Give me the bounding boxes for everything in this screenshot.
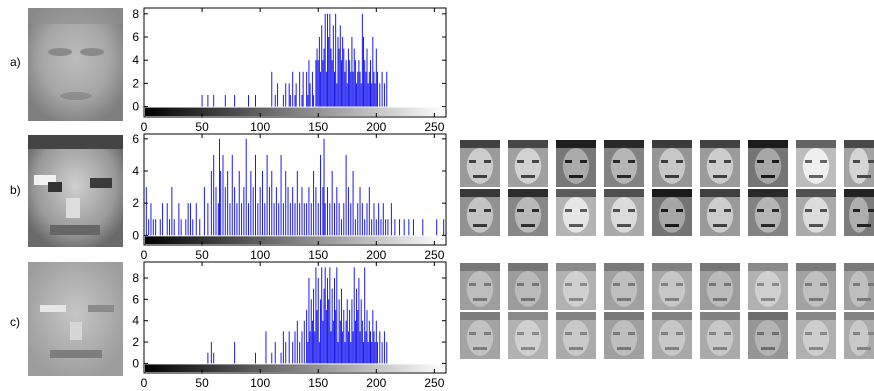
face-thumbnail (508, 140, 548, 187)
y-tick-label: 2 (132, 196, 139, 210)
x-tick-label: 200 (366, 376, 386, 390)
x-tick-label: 250 (424, 376, 444, 390)
y-tick-label: 0 (132, 228, 139, 242)
face-thumbnail (796, 189, 836, 236)
y-tick-label: 8 (132, 7, 139, 21)
face-thumbnail (460, 189, 500, 236)
face-thumbnail (796, 263, 836, 310)
x-tick-label: 200 (366, 120, 386, 134)
x-tick-label: 150 (308, 248, 328, 262)
face-thumbnail (748, 189, 788, 236)
x-tick-label: 150 (308, 376, 328, 390)
face-thumbnail (604, 189, 644, 236)
face-image-c (28, 262, 123, 376)
y-tick-label: 6 (132, 292, 139, 306)
panel-label-c: c) (10, 315, 20, 329)
y-tick-label: 2 (132, 335, 139, 349)
x-tick-label: 250 (424, 248, 444, 262)
y-tick-label: 6 (132, 30, 139, 44)
face-image-a (28, 8, 123, 121)
face-thumbnail (700, 140, 740, 187)
x-tick-label: 100 (250, 120, 270, 134)
y-tick-label: 4 (132, 314, 139, 328)
x-tick-label: 250 (424, 120, 444, 134)
y-tick-label: 8 (132, 271, 139, 285)
face-thumbnail (844, 263, 874, 310)
face-image-b (28, 135, 123, 247)
x-tick-label: 100 (250, 248, 270, 262)
face-thumbnail (844, 189, 874, 236)
face-thumbnail (556, 312, 596, 359)
face-thumbnail (604, 263, 644, 310)
face-thumbnail (844, 140, 874, 187)
histogram-b: 0 2 4 6 0 50 100 150 200 250 (132, 132, 447, 262)
y-tick-label: 4 (132, 53, 139, 67)
face-thumbnail (508, 189, 548, 236)
face-thumbnail (604, 140, 644, 187)
face-thumbnail (604, 312, 644, 359)
gray-colorbar (145, 107, 445, 116)
x-tick-label: 0 (141, 248, 148, 262)
x-tick-label: 50 (195, 376, 209, 390)
face-thumbnail (460, 140, 500, 187)
gray-colorbar (145, 236, 445, 244)
face-thumbnail (700, 312, 740, 359)
x-tick-label: 0 (141, 376, 148, 390)
panel-label-a: a) (10, 55, 21, 69)
face-thumbnail (748, 263, 788, 310)
face-thumbnail (652, 263, 692, 310)
face-thumbnail (748, 140, 788, 187)
x-tick-label: 200 (366, 248, 386, 262)
face-thumbnail (508, 263, 548, 310)
face-thumbnail (796, 312, 836, 359)
x-tick-label: 150 (308, 120, 328, 134)
face-thumbnail (700, 263, 740, 310)
face-thumbnail (748, 312, 788, 359)
histogram-a: 0 2 4 6 8 0 50 100 150 200 250 (132, 7, 447, 134)
y-tick-label: 6 (132, 132, 139, 146)
face-thumbnail (460, 312, 500, 359)
face-thumbnail (652, 189, 692, 236)
x-tick-label: 50 (195, 248, 209, 262)
histogram-c: 0 2 4 6 8 0 50 100 150 200 250 (132, 261, 447, 390)
face-thumbnail (508, 312, 548, 359)
y-tick-label: 0 (132, 356, 139, 370)
face-grid-c (460, 263, 874, 359)
panel-label-b: b) (10, 183, 21, 197)
x-tick-label: 50 (195, 120, 209, 134)
face-thumbnail (796, 140, 836, 187)
gray-colorbar (145, 364, 445, 372)
face-thumbnail (844, 312, 874, 359)
face-grid-b (460, 140, 874, 236)
x-tick-label: 0 (141, 120, 148, 134)
face-thumbnail (652, 140, 692, 187)
face-thumbnail (700, 189, 740, 236)
y-tick-label: 0 (132, 100, 139, 114)
face-thumbnail (460, 263, 500, 310)
face-thumbnail (556, 140, 596, 187)
y-tick-label: 4 (132, 164, 139, 178)
face-thumbnail (556, 189, 596, 236)
y-tick-label: 2 (132, 76, 139, 90)
face-thumbnail (652, 312, 692, 359)
face-thumbnail (556, 263, 596, 310)
x-tick-label: 100 (250, 376, 270, 390)
